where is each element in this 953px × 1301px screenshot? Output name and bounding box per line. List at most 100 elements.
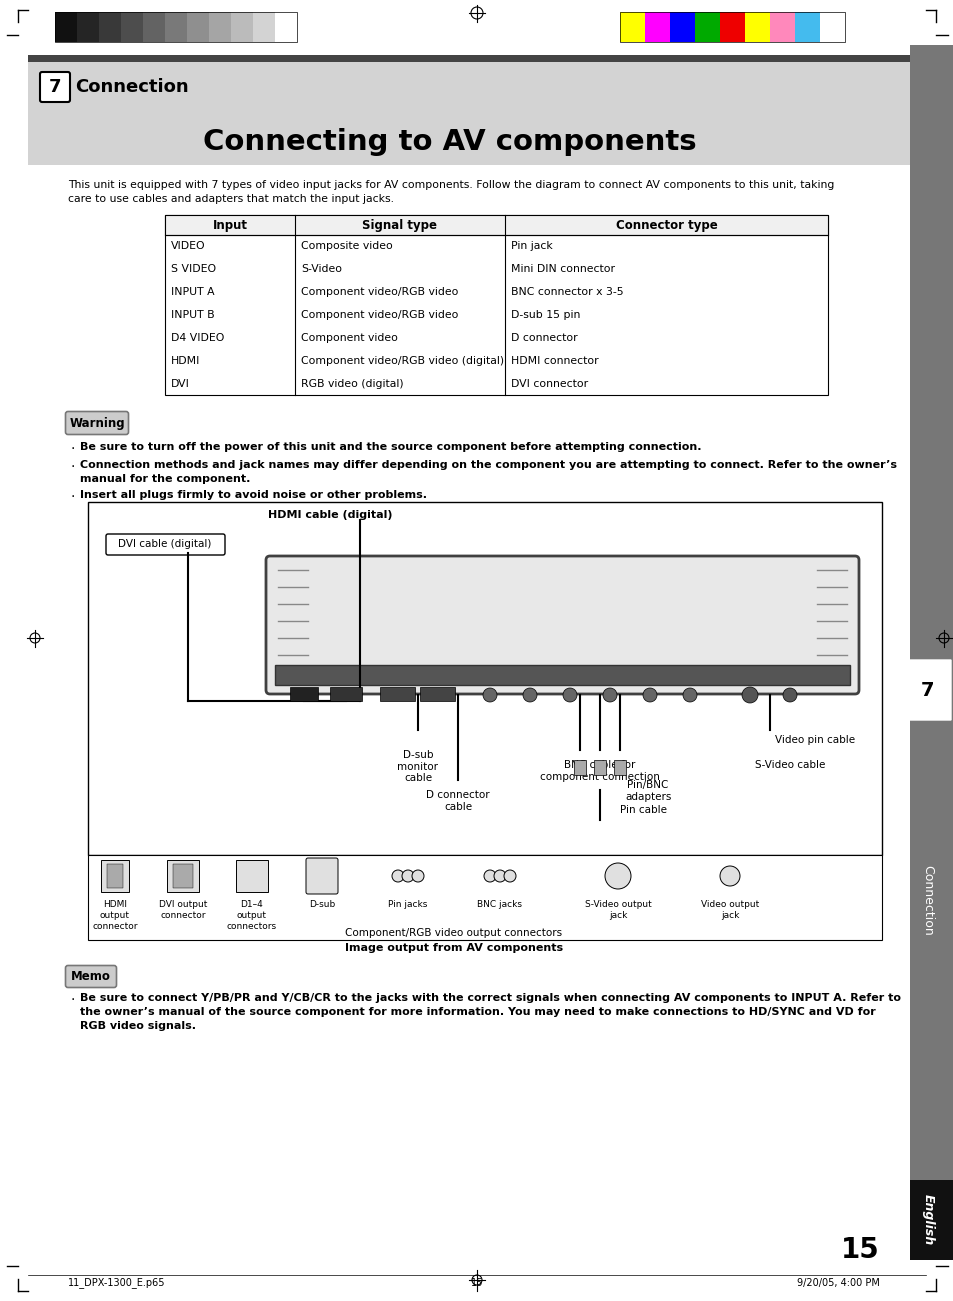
Bar (88, 502, 882, 855)
Bar (274, 12, 296, 42)
Text: D-sub: D-sub (309, 900, 335, 909)
Bar (143, 12, 165, 42)
Bar (720, 12, 744, 42)
Circle shape (482, 688, 497, 703)
Text: BNC jacks: BNC jacks (477, 900, 522, 909)
Text: Component video/RGB video: Component video/RGB video (301, 310, 457, 320)
Bar (187, 12, 209, 42)
Text: 15: 15 (471, 1278, 482, 1288)
Text: D4 VIDEO: D4 VIDEO (171, 333, 224, 343)
Text: Video pin cable: Video pin cable (774, 735, 854, 745)
Text: Memo: Memo (71, 969, 111, 982)
Bar (88, 855, 882, 941)
Text: Connection methods and jack names may differ depending on the component you are : Connection methods and jack names may di… (80, 461, 896, 470)
Bar (619, 12, 644, 42)
Text: This unit is equipped with 7 types of video input jacks for AV components. Follo: This unit is equipped with 7 types of vi… (68, 180, 834, 190)
Text: Insert all plugs firmly to avoid noise or other problems.: Insert all plugs firmly to avoid noise o… (80, 490, 427, 500)
Text: HDMI cable (digital): HDMI cable (digital) (268, 510, 392, 520)
Text: Warning: Warning (70, 416, 125, 429)
Bar (574, 760, 585, 775)
Bar (614, 760, 625, 775)
Text: care to use cables and adapters that match the input jacks.: care to use cables and adapters that mat… (68, 194, 394, 204)
Bar (165, 215, 827, 396)
Bar (379, 687, 415, 701)
Circle shape (602, 688, 617, 703)
Text: HDMI connector: HDMI connector (511, 355, 598, 366)
Text: DVI connector: DVI connector (511, 379, 587, 389)
Text: Component/RGB video output connectors: Component/RGB video output connectors (345, 928, 562, 938)
Bar (274, 665, 849, 686)
Text: Signal type: Signal type (362, 219, 437, 232)
Bar (107, 864, 123, 889)
Bar (167, 860, 199, 892)
Text: 7: 7 (49, 78, 61, 96)
Text: ·: · (71, 993, 75, 1007)
Bar (209, 12, 231, 42)
Text: BNC connector x 3-5: BNC connector x 3-5 (511, 288, 623, 297)
Bar (172, 864, 193, 889)
Bar (695, 12, 720, 42)
Text: S VIDEO: S VIDEO (171, 264, 216, 275)
Text: English: English (921, 1194, 934, 1245)
Bar (330, 687, 361, 701)
Bar (644, 12, 669, 42)
Text: RGB video signals.: RGB video signals. (80, 1021, 195, 1030)
Bar (165, 215, 827, 235)
Bar (0, 0, 953, 55)
Bar (77, 12, 99, 42)
Circle shape (503, 870, 516, 882)
FancyBboxPatch shape (66, 411, 129, 435)
Text: Component video/RGB video (digital): Component video/RGB video (digital) (301, 355, 503, 366)
Bar (669, 12, 695, 42)
Bar (121, 12, 143, 42)
Circle shape (483, 870, 496, 882)
Text: S-Video cable: S-Video cable (754, 760, 824, 770)
Text: Video output
jack: Video output jack (700, 900, 759, 920)
Text: Pin jacks: Pin jacks (388, 900, 427, 909)
Text: DVI output
connector: DVI output connector (158, 900, 207, 920)
Text: Connection: Connection (921, 865, 934, 935)
Text: Pin cable: Pin cable (619, 805, 666, 814)
Text: RGB video (digital): RGB video (digital) (301, 379, 403, 389)
Text: VIDEO: VIDEO (171, 242, 206, 251)
Text: Mini DIN connector: Mini DIN connector (511, 264, 615, 275)
Circle shape (741, 687, 758, 703)
Text: S-Video output
jack: S-Video output jack (584, 900, 651, 920)
Bar (820, 12, 844, 42)
Bar (55, 12, 296, 42)
Text: Pin jack: Pin jack (511, 242, 552, 251)
Text: Component video/RGB video: Component video/RGB video (301, 288, 457, 297)
Text: BNC cable for
component connection: BNC cable for component connection (539, 760, 659, 782)
Text: ·: · (71, 461, 75, 474)
Text: 7: 7 (921, 680, 934, 700)
FancyBboxPatch shape (266, 556, 858, 693)
Text: manual for the component.: manual for the component. (80, 474, 250, 484)
Bar (909, 1180, 953, 1259)
Text: Connecting to AV components: Connecting to AV components (203, 127, 696, 156)
Text: DVI: DVI (171, 379, 190, 389)
Bar (235, 860, 268, 892)
FancyBboxPatch shape (66, 965, 116, 987)
FancyBboxPatch shape (904, 660, 950, 719)
FancyBboxPatch shape (40, 72, 70, 101)
Text: Component video: Component video (301, 333, 397, 343)
Circle shape (782, 688, 796, 703)
Bar (744, 12, 769, 42)
Bar (769, 12, 794, 42)
Text: HDMI
output
connector: HDMI output connector (92, 900, 137, 932)
Circle shape (642, 688, 657, 703)
Text: INPUT B: INPUT B (171, 310, 214, 320)
Text: Be sure to connect Y/PB/PR and Y/CB/CR to the jacks with the correct signals whe: Be sure to connect Y/PB/PR and Y/CB/CR t… (80, 993, 900, 1003)
Text: 9/20/05, 4:00 PM: 9/20/05, 4:00 PM (797, 1278, 879, 1288)
Text: Connection: Connection (75, 78, 189, 96)
Bar (28, 55, 909, 165)
Text: DVI cable (digital): DVI cable (digital) (118, 539, 212, 549)
Bar (165, 12, 187, 42)
Circle shape (604, 863, 630, 889)
FancyBboxPatch shape (106, 533, 225, 556)
Text: D connector
cable: D connector cable (426, 790, 489, 812)
Text: the owner’s manual of the source component for more information. You may need to: the owner’s manual of the source compone… (80, 1007, 875, 1017)
Circle shape (494, 870, 505, 882)
FancyBboxPatch shape (306, 857, 337, 894)
Circle shape (412, 870, 423, 882)
